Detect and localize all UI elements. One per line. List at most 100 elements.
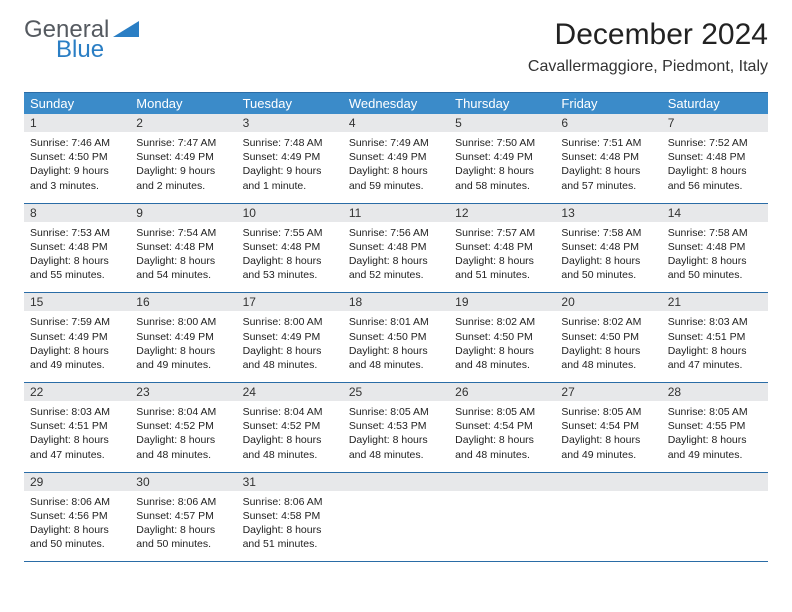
- week: 293031Sunrise: 8:06 AMSunset: 4:56 PMDay…: [24, 473, 768, 563]
- daylight-line: Daylight: 8 hours and 49 minutes.: [30, 344, 124, 372]
- sunrise-line: Sunrise: 8:03 AM: [30, 405, 124, 419]
- day-number: 16: [130, 293, 236, 311]
- daylight-line: Daylight: 8 hours and 51 minutes.: [455, 254, 549, 282]
- day-number: 18: [343, 293, 449, 311]
- day-cell: Sunrise: 8:06 AMSunset: 4:58 PMDaylight:…: [237, 491, 343, 562]
- day-number: [343, 473, 449, 491]
- day-cell: [555, 491, 661, 562]
- week: 15161718192021Sunrise: 7:59 AMSunset: 4:…: [24, 293, 768, 383]
- day-cell: Sunrise: 8:00 AMSunset: 4:49 PMDaylight:…: [130, 311, 236, 382]
- day-number: 5: [449, 114, 555, 132]
- daylight-line: Daylight: 9 hours and 2 minutes.: [136, 164, 230, 192]
- sunset-line: Sunset: 4:53 PM: [349, 419, 443, 433]
- day-cell: Sunrise: 7:56 AMSunset: 4:48 PMDaylight:…: [343, 222, 449, 293]
- day-cell: Sunrise: 7:52 AMSunset: 4:48 PMDaylight:…: [662, 132, 768, 203]
- week-divider: [24, 561, 768, 562]
- weekday-header: Monday: [130, 93, 236, 114]
- sunset-line: Sunset: 4:49 PM: [30, 330, 124, 344]
- day-number: 22: [24, 383, 130, 401]
- day-number: 9: [130, 204, 236, 222]
- title-block: December 2024 Cavallermaggiore, Piedmont…: [528, 18, 768, 76]
- daylight-line: Daylight: 8 hours and 58 minutes.: [455, 164, 549, 192]
- day-cell: Sunrise: 7:46 AMSunset: 4:50 PMDaylight:…: [24, 132, 130, 203]
- daylight-line: Daylight: 8 hours and 57 minutes.: [561, 164, 655, 192]
- sunrise-line: Sunrise: 8:02 AM: [455, 315, 549, 329]
- day-cell: Sunrise: 7:58 AMSunset: 4:48 PMDaylight:…: [662, 222, 768, 293]
- logo-triangle-icon: [113, 19, 139, 41]
- weekday-header: Sunday: [24, 93, 130, 114]
- sunset-line: Sunset: 4:48 PM: [668, 240, 762, 254]
- day-cell-row: Sunrise: 7:46 AMSunset: 4:50 PMDaylight:…: [24, 132, 768, 203]
- day-cell: [449, 491, 555, 562]
- daylight-line: Daylight: 8 hours and 48 minutes.: [243, 433, 337, 461]
- sunrise-line: Sunrise: 7:50 AM: [455, 136, 549, 150]
- sunrise-line: Sunrise: 7:51 AM: [561, 136, 655, 150]
- daylight-line: Daylight: 8 hours and 56 minutes.: [668, 164, 762, 192]
- day-cell-row: Sunrise: 7:53 AMSunset: 4:48 PMDaylight:…: [24, 222, 768, 293]
- sunrise-line: Sunrise: 8:03 AM: [668, 315, 762, 329]
- sunset-line: Sunset: 4:48 PM: [561, 240, 655, 254]
- sunset-line: Sunset: 4:58 PM: [243, 509, 337, 523]
- sunset-line: Sunset: 4:48 PM: [668, 150, 762, 164]
- sunrise-line: Sunrise: 7:52 AM: [668, 136, 762, 150]
- daylight-line: Daylight: 8 hours and 47 minutes.: [668, 344, 762, 372]
- day-cell: Sunrise: 8:06 AMSunset: 4:56 PMDaylight:…: [24, 491, 130, 562]
- sunrise-line: Sunrise: 7:47 AM: [136, 136, 230, 150]
- day-cell: Sunrise: 8:02 AMSunset: 4:50 PMDaylight:…: [555, 311, 661, 382]
- sunset-line: Sunset: 4:49 PM: [136, 330, 230, 344]
- day-cell: Sunrise: 7:54 AMSunset: 4:48 PMDaylight:…: [130, 222, 236, 293]
- sunset-line: Sunset: 4:52 PM: [136, 419, 230, 433]
- weekday-header: Saturday: [662, 93, 768, 114]
- sunrise-line: Sunrise: 8:05 AM: [349, 405, 443, 419]
- day-cell: Sunrise: 8:05 AMSunset: 4:55 PMDaylight:…: [662, 401, 768, 472]
- daylight-line: Daylight: 8 hours and 54 minutes.: [136, 254, 230, 282]
- day-number: 10: [237, 204, 343, 222]
- day-number-row: 15161718192021: [24, 293, 768, 311]
- day-number: 27: [555, 383, 661, 401]
- daylight-line: Daylight: 8 hours and 55 minutes.: [30, 254, 124, 282]
- daylight-line: Daylight: 8 hours and 51 minutes.: [243, 523, 337, 551]
- day-number: 15: [24, 293, 130, 311]
- daylight-line: Daylight: 8 hours and 50 minutes.: [668, 254, 762, 282]
- day-cell: Sunrise: 8:02 AMSunset: 4:50 PMDaylight:…: [449, 311, 555, 382]
- day-cell: Sunrise: 7:47 AMSunset: 4:49 PMDaylight:…: [130, 132, 236, 203]
- sunset-line: Sunset: 4:50 PM: [349, 330, 443, 344]
- weeks-container: 1234567Sunrise: 7:46 AMSunset: 4:50 PMDa…: [24, 114, 768, 562]
- day-number: 25: [343, 383, 449, 401]
- sunset-line: Sunset: 4:48 PM: [30, 240, 124, 254]
- day-number: 4: [343, 114, 449, 132]
- weekday-header: Thursday: [449, 93, 555, 114]
- month-title: December 2024: [528, 18, 768, 52]
- day-number: 19: [449, 293, 555, 311]
- day-number: 12: [449, 204, 555, 222]
- sunset-line: Sunset: 4:49 PM: [349, 150, 443, 164]
- day-cell-row: Sunrise: 8:06 AMSunset: 4:56 PMDaylight:…: [24, 491, 768, 562]
- sunrise-line: Sunrise: 8:04 AM: [243, 405, 337, 419]
- day-number-row: 891011121314: [24, 204, 768, 222]
- daylight-line: Daylight: 8 hours and 49 minutes.: [668, 433, 762, 461]
- sunset-line: Sunset: 4:50 PM: [30, 150, 124, 164]
- sunrise-line: Sunrise: 7:49 AM: [349, 136, 443, 150]
- daylight-line: Daylight: 8 hours and 48 minutes.: [455, 433, 549, 461]
- sunset-line: Sunset: 4:57 PM: [136, 509, 230, 523]
- daylight-line: Daylight: 8 hours and 52 minutes.: [349, 254, 443, 282]
- sunset-line: Sunset: 4:50 PM: [561, 330, 655, 344]
- day-cell: Sunrise: 7:55 AMSunset: 4:48 PMDaylight:…: [237, 222, 343, 293]
- day-number: 8: [24, 204, 130, 222]
- day-cell: Sunrise: 7:51 AMSunset: 4:48 PMDaylight:…: [555, 132, 661, 203]
- daylight-line: Daylight: 9 hours and 1 minute.: [243, 164, 337, 192]
- sunrise-line: Sunrise: 8:05 AM: [668, 405, 762, 419]
- sunrise-line: Sunrise: 7:58 AM: [668, 226, 762, 240]
- sunrise-line: Sunrise: 8:06 AM: [243, 495, 337, 509]
- day-number: 17: [237, 293, 343, 311]
- day-number: 21: [662, 293, 768, 311]
- day-number-row: 22232425262728: [24, 383, 768, 401]
- daylight-line: Daylight: 8 hours and 48 minutes.: [136, 433, 230, 461]
- sunset-line: Sunset: 4:48 PM: [136, 240, 230, 254]
- day-cell: Sunrise: 8:01 AMSunset: 4:50 PMDaylight:…: [343, 311, 449, 382]
- day-number: 20: [555, 293, 661, 311]
- weekday-header: Wednesday: [343, 93, 449, 114]
- sunset-line: Sunset: 4:51 PM: [30, 419, 124, 433]
- daylight-line: Daylight: 9 hours and 3 minutes.: [30, 164, 124, 192]
- daylight-line: Daylight: 8 hours and 49 minutes.: [136, 344, 230, 372]
